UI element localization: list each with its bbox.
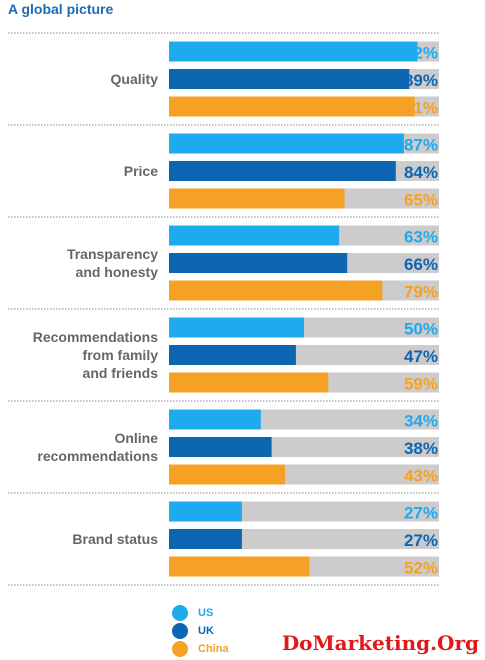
- data-label-uk: 47%: [404, 347, 438, 366]
- category-label: and honesty: [76, 264, 159, 280]
- bar-chart: Quality 92% 89% 91% Price 87% 84% 65% Transparen…: [8, 32, 440, 586]
- bar-us: [169, 133, 404, 154]
- bar-uk: [169, 529, 242, 549]
- bar-uk: [169, 253, 348, 273]
- bar-us: [169, 317, 304, 338]
- data-label-china: 79%: [404, 283, 438, 302]
- legend-item-china: China: [172, 640, 229, 658]
- data-label-us: 34%: [404, 412, 438, 431]
- bar-uk: [169, 69, 410, 89]
- legend-swatch-china: [172, 641, 188, 657]
- watermark: DoMarketing.Org: [281, 631, 479, 655]
- bar-uk: [169, 161, 396, 181]
- data-label-us: 87%: [404, 136, 438, 155]
- bar-us: [169, 409, 261, 430]
- category-label: Price: [124, 163, 158, 179]
- legend-label-uk: UK: [198, 625, 214, 637]
- bar-uk: [169, 437, 272, 457]
- bar-china: [169, 556, 310, 577]
- bar-china: [169, 372, 329, 393]
- data-label-uk: 66%: [404, 255, 438, 274]
- data-label-uk: 27%: [404, 531, 438, 550]
- category-label: Online: [114, 430, 158, 446]
- data-label-uk: 84%: [404, 163, 438, 182]
- category-label: Quality: [111, 71, 159, 87]
- legend-label-china: China: [198, 643, 229, 655]
- category-label: from family: [83, 347, 159, 363]
- legend-item-us: US: [172, 604, 229, 622]
- legend-swatch-us: [172, 605, 188, 621]
- data-label-china: 43%: [404, 467, 438, 486]
- data-label-china: 65%: [404, 191, 438, 210]
- bar-china: [169, 96, 415, 117]
- chart-title: A global picture: [8, 1, 114, 17]
- bar-uk: [169, 345, 296, 365]
- data-label-uk: 38%: [404, 439, 438, 458]
- data-label-us: 92%: [404, 44, 438, 63]
- legend: US UK China: [172, 604, 229, 658]
- data-label-us: 27%: [404, 504, 438, 523]
- bar-us: [169, 225, 340, 246]
- bar-us: [169, 41, 418, 62]
- data-label-china: 52%: [404, 559, 438, 578]
- legend-swatch-uk: [172, 623, 188, 639]
- data-label-china: 59%: [404, 375, 438, 394]
- data-label-china: 91%: [404, 99, 438, 118]
- bar-china: [169, 188, 345, 209]
- bar-china: [169, 280, 383, 301]
- category-label: Transparency: [67, 246, 158, 262]
- data-label-uk: 89%: [404, 71, 438, 90]
- bar-china: [169, 464, 286, 485]
- data-label-us: 50%: [404, 320, 438, 339]
- legend-item-uk: UK: [172, 622, 229, 640]
- category-label: and friends: [83, 365, 159, 381]
- category-label: Recommendations: [33, 329, 158, 345]
- legend-label-us: US: [198, 607, 214, 619]
- bar-us: [169, 501, 242, 522]
- category-label: recommendations: [37, 448, 158, 464]
- data-label-us: 63%: [404, 228, 438, 247]
- category-label: Brand status: [72, 531, 158, 547]
